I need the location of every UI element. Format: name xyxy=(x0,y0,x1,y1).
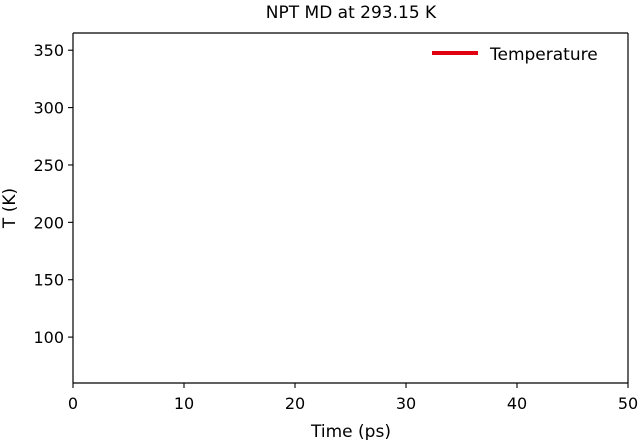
x-ticks: 0 10 20 30 40 50 xyxy=(68,383,638,413)
x-axis-label: Time (ps) xyxy=(310,422,391,440)
x-tick-label: 30 xyxy=(396,394,416,413)
x-tick-label: 50 xyxy=(618,394,638,413)
y-tick-label: 150 xyxy=(33,271,64,290)
x-tick-label: 20 xyxy=(285,394,305,413)
y-tick-label: 250 xyxy=(33,156,64,175)
x-tick-label: 0 xyxy=(68,394,78,413)
x-tick-label: 40 xyxy=(507,394,527,413)
y-tick-label: 100 xyxy=(33,328,64,347)
legend-label-temperature: Temperature xyxy=(489,45,598,65)
y-axis-label: T (K) xyxy=(0,188,20,229)
legend: Temperature xyxy=(432,45,598,65)
chart-title: NPT MD at 293.15 K xyxy=(266,3,437,23)
x-tick-label: 10 xyxy=(174,394,194,413)
y-ticks: 100 150 200 250 300 350 xyxy=(33,41,73,347)
plot-area xyxy=(73,33,628,383)
y-tick-label: 300 xyxy=(33,99,64,118)
y-tick-label: 200 xyxy=(33,213,64,232)
y-tick-label: 350 xyxy=(33,41,64,60)
